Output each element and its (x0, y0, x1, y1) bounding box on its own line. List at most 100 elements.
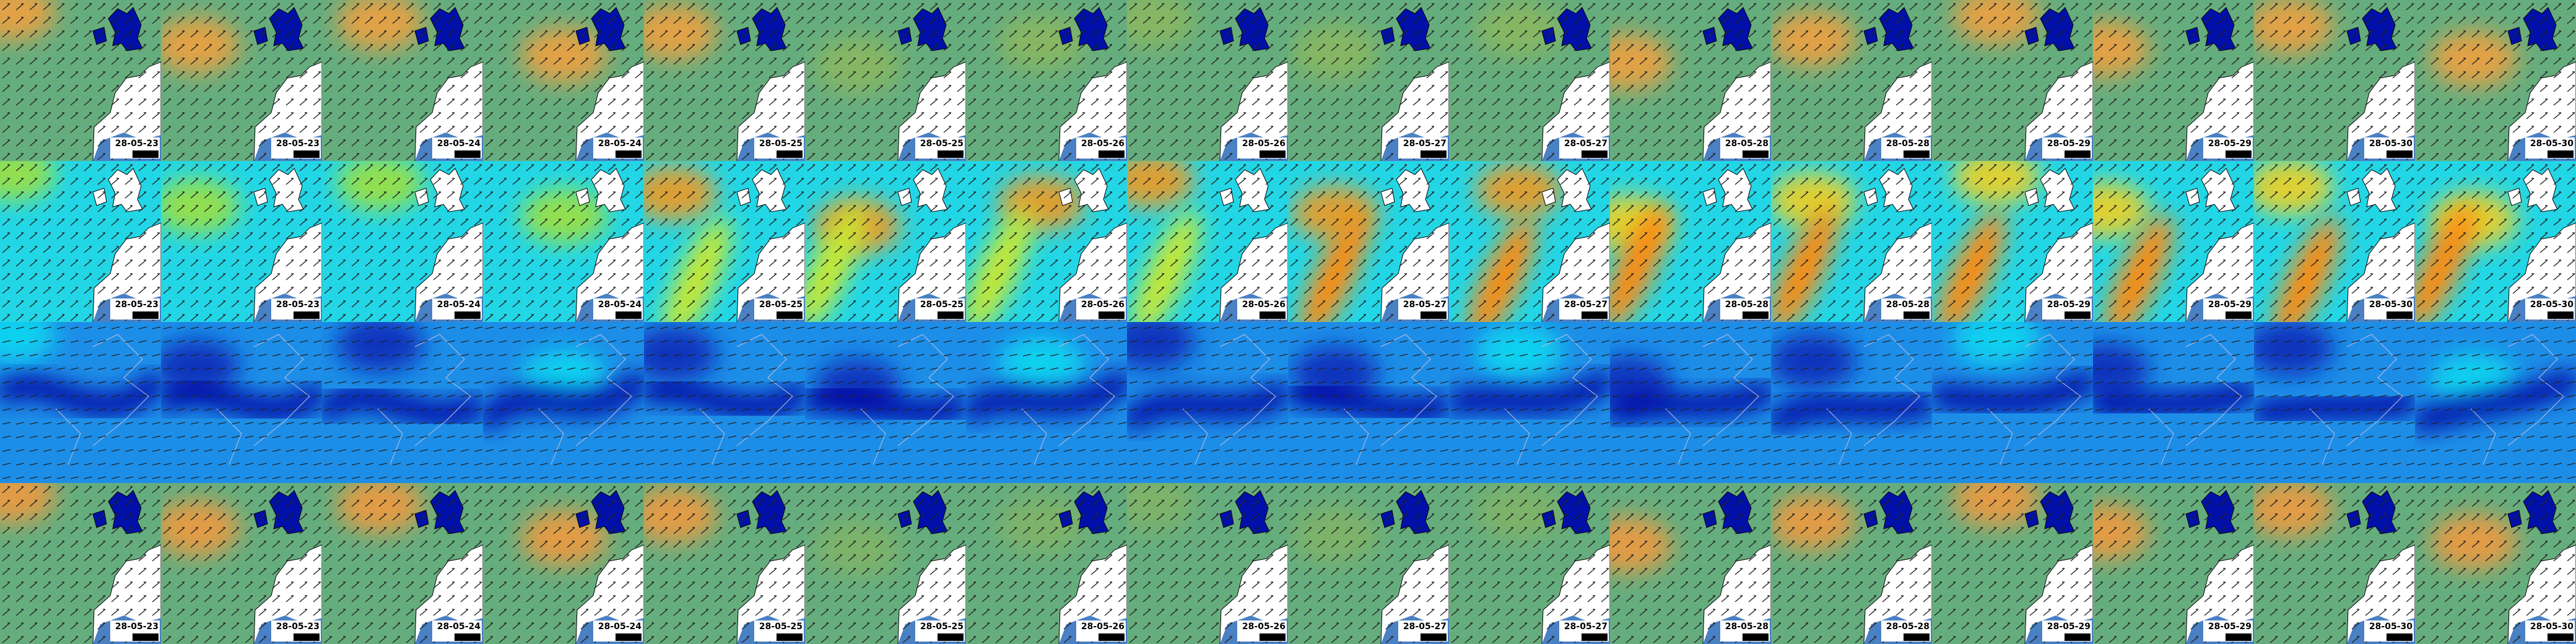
date-label: 28-05-27 (1403, 300, 1447, 310)
wind-arrows (1288, 161, 1449, 322)
date-label: 28-05-27 (1564, 300, 1608, 310)
wind-arrows (2254, 483, 2415, 644)
map-tile: 28-05-28 (1610, 483, 1771, 644)
time-badge (1260, 311, 1286, 319)
date-label: 28-05-30 (2530, 300, 2574, 310)
map-tile (161, 322, 322, 483)
date-label: 28-05-24 (437, 622, 481, 632)
date-label: 28-05-28 (1886, 139, 1930, 149)
date-label: 28-05-30 (2530, 622, 2574, 632)
date-label: 28-05-30 (2369, 622, 2413, 632)
wind-arrows (483, 322, 644, 483)
date-label: 28-05-23 (115, 139, 159, 149)
date-label: 28-05-29 (2047, 300, 2091, 310)
time-badge (1904, 311, 1930, 319)
time-badge (1099, 150, 1125, 158)
map-tile: 28-05-30 (2254, 483, 2415, 644)
date-label: 28-05-25 (920, 300, 964, 310)
date-label: 28-05-29 (2047, 622, 2091, 632)
wind-arrows (1288, 322, 1449, 483)
map-tile (1771, 322, 1932, 483)
date-label: 28-05-25 (920, 622, 964, 632)
date-label: 28-05-26 (1081, 300, 1125, 310)
date-label: 28-05-30 (2369, 300, 2413, 310)
wind-arrows (1610, 483, 1771, 644)
wind-arrows (2254, 161, 2415, 322)
date-label: 28-05-26 (1242, 622, 1286, 632)
wind-arrows (1288, 483, 1449, 644)
map-tile (2415, 322, 2576, 483)
date-label: 28-05-29 (2208, 139, 2252, 149)
date-label: 28-05-24 (437, 139, 481, 149)
map-tile: 28-05-28 (1610, 161, 1771, 322)
wind-arrows (2415, 322, 2576, 483)
date-label: 28-05-23 (276, 300, 320, 310)
time-badge (133, 150, 159, 158)
map-tile: 28-05-23 (0, 0, 161, 161)
map-tile: 28-05-25 (644, 0, 805, 161)
time-badge (133, 311, 159, 319)
time-badge (1099, 311, 1125, 319)
time-badge (616, 150, 642, 158)
map-tile: 28-05-28 (1771, 0, 1932, 161)
wind-arrows (0, 483, 161, 644)
time-badge (455, 150, 481, 158)
time-badge (1421, 311, 1447, 319)
wind-arrows (322, 161, 483, 322)
date-label: 28-05-24 (598, 622, 642, 632)
map-tile: 28-05-25 (805, 161, 966, 322)
map-tile (1932, 322, 2093, 483)
time-badge (2548, 633, 2574, 641)
wind-arrows (2415, 0, 2576, 161)
date-label: 28-05-24 (598, 300, 642, 310)
date-label: 28-05-27 (1564, 139, 1608, 149)
date-label: 28-05-27 (1403, 139, 1447, 149)
wind-arrows (805, 483, 966, 644)
time-badge (2548, 150, 2574, 158)
wind-arrows (644, 0, 805, 161)
date-label: 28-05-28 (1725, 300, 1769, 310)
wind-arrows (1771, 322, 1932, 483)
time-badge (294, 633, 320, 641)
time-badge (1582, 311, 1608, 319)
time-badge (2065, 150, 2091, 158)
time-badge (2065, 633, 2091, 641)
map-tile (1610, 322, 1771, 483)
map-tile: 28-05-28 (1610, 0, 1771, 161)
time-badge (2065, 311, 2091, 319)
wind-arrows (2415, 483, 2576, 644)
time-badge (2387, 311, 2413, 319)
time-badge (1099, 633, 1125, 641)
date-label: 28-05-26 (1242, 300, 1286, 310)
date-label: 28-05-28 (1886, 300, 1930, 310)
wind-arrows (2254, 0, 2415, 161)
wind-arrows (1449, 0, 1610, 161)
time-badge (1904, 150, 1930, 158)
wind-arrows (2254, 322, 2415, 483)
wind-arrows (2093, 0, 2254, 161)
wind-arrows (1771, 483, 1932, 644)
date-label: 28-05-27 (1564, 622, 1608, 632)
wind-arrows (2093, 322, 2254, 483)
wind-arrows (2093, 161, 2254, 322)
map-tile: 28-05-29 (1932, 161, 2093, 322)
map-tile: 28-05-23 (0, 161, 161, 322)
time-badge (133, 633, 159, 641)
map-tile: 28-05-26 (1127, 483, 1288, 644)
wind-arrows (2415, 161, 2576, 322)
map-tile (1127, 322, 1288, 483)
map-tile: 28-05-23 (0, 483, 161, 644)
wind-arrows (966, 161, 1127, 322)
wind-arrows (0, 161, 161, 322)
date-label: 28-05-25 (759, 300, 803, 310)
time-badge (2387, 633, 2413, 641)
wind-arrows (483, 161, 644, 322)
wind-arrows (1610, 0, 1771, 161)
wind-arrows (644, 322, 805, 483)
time-badge (1582, 633, 1608, 641)
time-badge (1260, 150, 1286, 158)
map-tile (644, 322, 805, 483)
map-tile (322, 322, 483, 483)
wind-arrows (322, 483, 483, 644)
date-label: 28-05-29 (2208, 300, 2252, 310)
